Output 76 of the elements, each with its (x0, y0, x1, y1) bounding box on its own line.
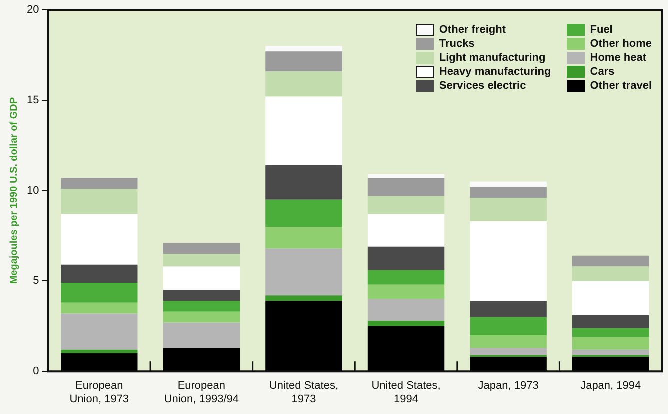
legend-label: Heavy manufacturing (439, 66, 552, 78)
bar (572, 316, 650, 328)
bar (163, 322, 240, 348)
y-tick-label: 10 (26, 184, 40, 197)
bar (368, 284, 445, 300)
bar (572, 281, 650, 316)
legend-label: Other freight (439, 24, 506, 36)
bar (163, 243, 240, 254)
bar (266, 301, 342, 372)
bar (368, 326, 445, 372)
legend-label: Cars (590, 66, 615, 78)
bar (572, 337, 650, 350)
x-tick-label: United States, 1973 (269, 380, 339, 406)
bar (572, 350, 650, 356)
bar (368, 178, 445, 196)
bar (368, 174, 445, 178)
bar (266, 71, 342, 97)
bar (470, 348, 547, 356)
bar (572, 256, 650, 267)
bar (266, 200, 342, 227)
bar (470, 187, 547, 198)
bar (61, 188, 138, 214)
bar (163, 301, 240, 312)
y-tick-label: 5 (33, 275, 40, 288)
legend-label: Other home (590, 38, 652, 50)
y-tick-label: 20 (26, 4, 40, 16)
bar (61, 178, 138, 189)
bar (163, 348, 240, 372)
bar (266, 96, 342, 166)
x-tick-label: European Union, 1973 (70, 380, 130, 406)
bar (470, 357, 547, 372)
bar (266, 46, 342, 52)
bar (572, 266, 650, 282)
legend-label: Trucks (439, 38, 475, 50)
legend-label: Fuel (590, 24, 613, 36)
bar (61, 314, 138, 350)
bar (163, 312, 240, 323)
bar (470, 182, 547, 188)
bar (266, 296, 342, 302)
bar (61, 214, 138, 265)
bar (163, 266, 240, 290)
bar (61, 350, 138, 354)
bar (266, 165, 342, 200)
bar (470, 317, 547, 336)
y-axis-title: Megajoules per 1990 U.S. dollar of GDP (8, 97, 20, 284)
bar (266, 52, 342, 72)
x-tick-label: Japan, 1973 (478, 380, 539, 392)
bar (368, 320, 445, 326)
bar (368, 214, 445, 247)
bar (470, 222, 547, 302)
bar (61, 264, 138, 284)
bar (61, 302, 138, 314)
bar (163, 254, 240, 267)
bar (368, 270, 445, 285)
legend-label: Home heat (590, 52, 646, 64)
x-tick-label: European Union, 1993/94 (164, 380, 239, 406)
bar (61, 354, 138, 372)
bar (61, 283, 138, 303)
legend-label: Services electric (439, 80, 526, 92)
bar (163, 290, 240, 302)
bar (266, 226, 342, 249)
y-tick-label: 15 (26, 94, 40, 106)
legend-label: Light manufacturing (439, 52, 546, 64)
bar (368, 246, 445, 270)
bar (572, 328, 650, 338)
bar (572, 357, 650, 372)
bar (266, 248, 342, 296)
bar (470, 301, 547, 318)
x-tick-label: Japan, 1994 (580, 380, 642, 392)
bar (368, 299, 445, 321)
bar (470, 198, 547, 222)
legend-label: Other travel (590, 80, 652, 92)
bar (368, 196, 445, 214)
bar (470, 335, 547, 348)
y-tick-label: 0 (33, 366, 40, 378)
x-tick-label: United States, 1994 (372, 380, 441, 406)
